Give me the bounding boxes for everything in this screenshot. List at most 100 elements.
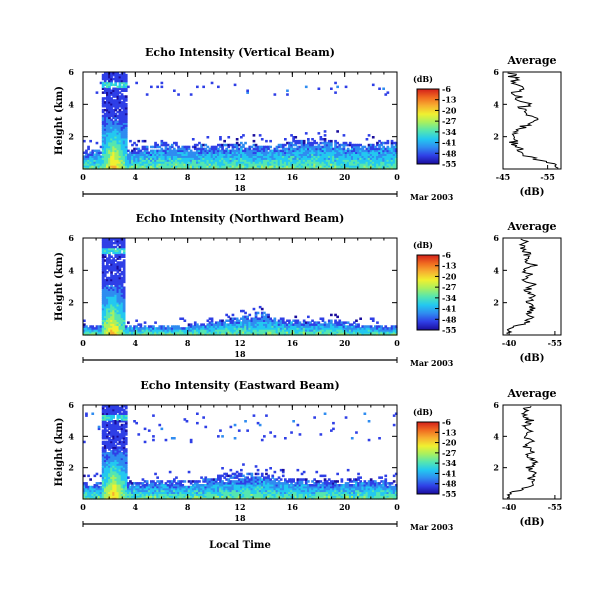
heatmap-cell	[250, 331, 254, 334]
heatmap-cell	[309, 327, 312, 330]
heatmap-cell	[325, 153, 329, 156]
heatmap-cell	[97, 167, 101, 170]
heatmap-cell	[120, 474, 124, 478]
heatmap-cell	[374, 159, 377, 162]
heatmap-cell	[311, 155, 314, 158]
heatmap-cell	[217, 331, 220, 334]
heatmap-cell	[106, 418, 109, 421]
heatmap-cell	[160, 327, 164, 330]
heatmap-cell	[374, 151, 377, 154]
heatmap-cell	[185, 149, 189, 153]
heatmap-cell	[112, 112, 115, 116]
heatmap-cell	[85, 485, 88, 489]
heatmap-cell	[122, 311, 126, 315]
heatmap-cell	[106, 259, 109, 262]
heatmap-cell	[101, 442, 105, 446]
heatmap-cell	[106, 455, 109, 459]
heatmap-cell	[118, 317, 122, 320]
heatmap-cell	[120, 487, 124, 491]
heatmap-cell	[371, 319, 375, 322]
heatmap-cell	[217, 153, 220, 156]
heatmap-cell	[114, 130, 118, 133]
heatmap-cell	[137, 493, 141, 496]
heatmap-cell	[298, 333, 302, 336]
heatmap-cell	[229, 151, 233, 154]
heatmap-cell	[233, 167, 237, 170]
heatmap-cell	[118, 329, 122, 332]
heatmap-cell	[177, 155, 180, 158]
heatmap-cell	[120, 480, 124, 483]
heatmap-cell	[187, 487, 191, 491]
heatmap-cell	[374, 329, 377, 332]
heatmap-cell	[118, 126, 122, 129]
heatmap-cell	[248, 321, 252, 324]
heatmap-cell	[118, 482, 122, 485]
panel-vertical: Echo Intensity (Vertical Beam)0 4 8 12 16 20 0…	[54, 46, 562, 202]
heatmap-cell	[217, 85, 220, 89]
heatmap-cell	[110, 304, 113, 307]
heatmap-cell	[378, 333, 381, 336]
heatmap-cell	[191, 484, 195, 487]
heatmap-cell	[139, 489, 143, 493]
heatmap-cell	[185, 497, 189, 500]
heatmap-cell	[325, 163, 329, 166]
heatmap-cell	[371, 329, 375, 332]
heatmap-cell	[108, 467, 111, 470]
heatmap-cell	[103, 290, 107, 293]
heatmap-cell	[116, 138, 120, 141]
heatmap-cell	[145, 482, 149, 485]
heatmap-cell	[288, 157, 291, 160]
heatmap-cell	[106, 309, 109, 313]
heatmap-cell	[258, 317, 262, 320]
heatmap-cell	[120, 165, 124, 168]
heatmap-cell	[93, 329, 97, 332]
heatmap-cell	[175, 485, 178, 489]
heatmap-cell	[166, 161, 170, 164]
heatmap-cell	[120, 455, 124, 459]
heatmap-cell	[244, 163, 247, 166]
y-tick-label: 2	[68, 298, 74, 308]
heatmap-cell	[166, 325, 170, 328]
heatmap-cell	[388, 165, 392, 168]
heatmap-cell	[386, 153, 390, 156]
heatmap-cell	[323, 321, 327, 324]
heatmap-cell	[114, 108, 118, 112]
heatmap-cell	[108, 118, 111, 122]
heatmap-cell	[103, 484, 107, 487]
heatmap-cell	[173, 159, 176, 162]
heatmap-cell	[317, 149, 321, 153]
heatmap-cell	[388, 167, 392, 170]
heatmap-cell	[106, 124, 109, 127]
heatmap-cell	[284, 151, 287, 154]
heatmap-cell	[210, 323, 214, 326]
heatmap-cell	[348, 331, 352, 334]
heatmap-cell	[110, 465, 113, 468]
heatmap-cell	[87, 495, 90, 498]
heatmap-cell	[336, 145, 339, 149]
heatmap-cell	[223, 323, 226, 326]
heatmap-cell	[273, 165, 277, 168]
heatmap-cell	[112, 126, 115, 129]
heatmap-cell	[242, 309, 245, 313]
heatmap-cell	[124, 493, 128, 496]
heatmap-cell	[208, 325, 212, 328]
heatmap-cell	[108, 309, 111, 313]
heatmap-cell	[129, 480, 132, 483]
heatmap-cell	[116, 257, 120, 260]
heatmap-cell	[150, 485, 153, 489]
heatmap-cell	[183, 155, 187, 158]
heatmap-cell	[101, 493, 105, 496]
heatmap-cell	[302, 153, 306, 156]
heatmap-cell	[342, 333, 346, 336]
heatmap-cell	[240, 165, 243, 168]
heatmap-cell	[256, 149, 260, 153]
heatmap-cell	[286, 163, 289, 166]
heatmap-cell	[327, 147, 331, 151]
heatmap-cell	[307, 327, 310, 330]
heatmap-cell	[106, 463, 109, 466]
heatmap-cell	[217, 325, 220, 328]
heatmap-cell	[124, 99, 128, 102]
heatmap-cell	[175, 143, 178, 147]
heatmap-cell	[108, 278, 111, 282]
heatmap-cell	[225, 331, 228, 334]
